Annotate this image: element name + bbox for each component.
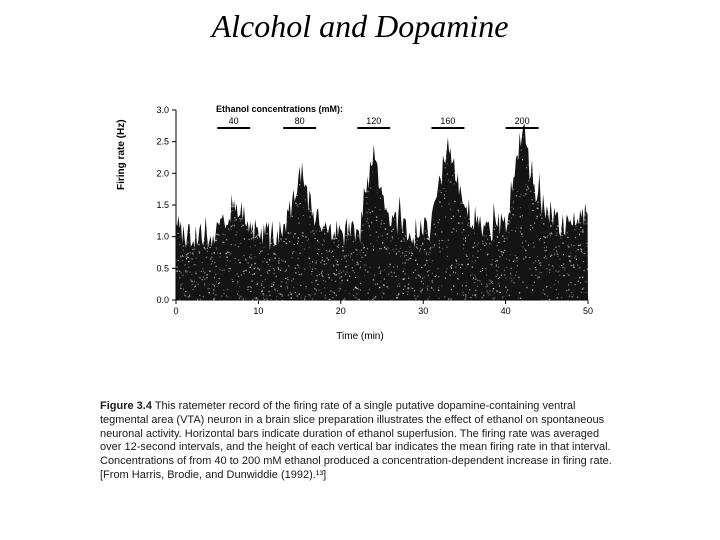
concentration-label: 40 <box>229 116 239 126</box>
x-tick-label: 30 <box>418 306 428 316</box>
concentration-label: 160 <box>440 116 455 126</box>
y-axis-label: Firing rate (Hz) <box>116 119 127 190</box>
y-tick-label: 0.0 <box>156 295 169 305</box>
y-tick-label: 1.5 <box>156 200 169 210</box>
x-tick-label: 10 <box>253 306 263 316</box>
caption-text: This ratemeter record of the firing rate… <box>100 400 612 481</box>
chart-container: 0.0 0.5 1.0 1.5 2.0 2.5 3.0 0 10 20 30 40 50 Ethanol … <box>120 100 600 340</box>
x-tick-label: 40 <box>501 306 511 316</box>
y-tick-label: 2.0 <box>156 168 169 178</box>
page-title: Alcohol and Dopamine <box>0 8 720 45</box>
concentration-label: 120 <box>366 116 381 126</box>
figure-caption: Figure 3.4 This ratemeter record of the … <box>100 400 620 483</box>
x-tick-label: 0 <box>173 306 178 316</box>
concentration-label: 80 <box>295 116 305 126</box>
y-tick-label: 3.0 <box>156 105 169 115</box>
concentration-label: 200 <box>515 116 530 126</box>
caption-label: Figure 3.4 <box>100 400 152 412</box>
chart-svg: 0.0 0.5 1.0 1.5 2.0 2.5 3.0 0 10 20 30 40 50 Ethanol … <box>120 100 600 340</box>
y-tick-label: 1.0 <box>156 232 169 242</box>
y-tick-label: 0.5 <box>156 263 169 273</box>
x-tick-label: 50 <box>583 306 593 316</box>
slide: Alcohol and Dopamine 0.0 0.5 1.0 1.5 2.0 2.5 3… <box>0 0 720 540</box>
chart-header-text: Ethanol concentrations (mM): <box>216 104 343 114</box>
y-tick-label: 2.5 <box>156 137 169 147</box>
figure: 0.0 0.5 1.0 1.5 2.0 2.5 3.0 0 10 20 30 40 50 Ethanol … <box>120 100 600 340</box>
x-tick-label: 20 <box>336 306 346 316</box>
x-axis-label: Time (min) <box>120 331 600 342</box>
